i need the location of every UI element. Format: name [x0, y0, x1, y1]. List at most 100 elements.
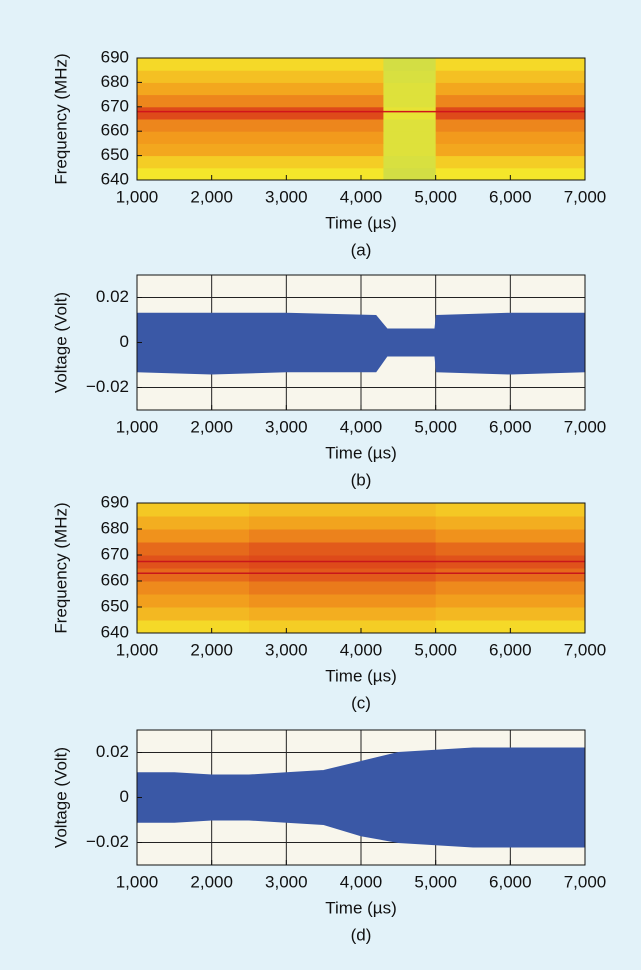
heat-cell	[435, 82, 586, 96]
heat-cell	[249, 529, 437, 543]
x-tick-label: 5,000	[414, 872, 457, 891]
y-tick-label: 670	[101, 96, 129, 115]
heat-cell	[435, 581, 586, 595]
y-tick-label: 660	[101, 570, 129, 589]
y-tick-label: 650	[101, 596, 129, 615]
heat-cell	[137, 58, 384, 71]
y-tick-label: 660	[101, 121, 129, 140]
x-tick-label: 7,000	[564, 640, 607, 659]
x-tick-label: 5,000	[414, 417, 457, 436]
heat-cell	[249, 542, 437, 556]
heat-cell	[137, 581, 250, 595]
heat-cell	[383, 143, 437, 157]
x-tick-label: 5,000	[414, 640, 457, 659]
heat-cell	[435, 594, 586, 608]
x-tick-label: 7,000	[564, 187, 607, 206]
heat-cell	[249, 620, 437, 634]
y-tick-label: 680	[101, 518, 129, 537]
y-tick-label: 640	[101, 169, 129, 188]
heat-cell	[137, 167, 384, 181]
x-tick-label: 6,000	[489, 417, 532, 436]
y-tick-label: 0.02	[96, 742, 129, 761]
heat-cell	[137, 568, 250, 582]
heat-cell	[383, 82, 437, 96]
heat-cell	[435, 70, 586, 83]
heat-cell	[383, 58, 437, 71]
heat-cell	[383, 70, 437, 83]
heat-cell	[435, 607, 586, 621]
heat-cell	[249, 594, 437, 608]
x-tick-label: 3,000	[265, 872, 308, 891]
heat-cell	[383, 119, 437, 132]
heat-cell	[249, 503, 437, 517]
x-tick-label: 1,000	[116, 872, 159, 891]
y-tick-label: 640	[101, 622, 129, 641]
heat-cell	[137, 155, 384, 169]
x-tick-label: 4,000	[340, 187, 383, 206]
waveform-envelope	[136, 342, 586, 375]
y-axis-label: Frequency (MHz)	[51, 502, 70, 633]
heat-cell	[137, 542, 250, 556]
heat-cell	[137, 131, 384, 144]
y-tick-label: 650	[101, 145, 129, 164]
heat-cell	[137, 620, 250, 634]
y-tick-label: 670	[101, 544, 129, 563]
x-tick-label: 4,000	[340, 872, 383, 891]
heat-cell	[137, 82, 384, 96]
heat-cell	[435, 143, 586, 157]
heat-cell	[137, 516, 250, 530]
x-axis-label: Time (µs)	[325, 443, 397, 462]
heat-cell	[383, 106, 437, 120]
x-axis-label: Time (µs)	[325, 898, 397, 917]
heat-cell	[249, 607, 437, 621]
heat-cell	[137, 94, 384, 108]
y-tick-label: 690	[101, 492, 129, 511]
heat-cell	[435, 131, 586, 144]
heat-cell	[435, 106, 586, 120]
heat-cell	[435, 529, 586, 543]
heat-cell	[137, 119, 384, 132]
heat-cell	[435, 568, 586, 582]
x-tick-label: 6,000	[489, 187, 532, 206]
heat-cell	[137, 607, 250, 621]
heat-cell	[435, 503, 586, 517]
heat-cell	[249, 568, 437, 582]
heat-cell	[383, 131, 437, 144]
x-tick-label: 1,000	[116, 640, 159, 659]
heat-cell	[137, 529, 250, 543]
waveform-envelope	[136, 312, 586, 343]
x-tick-label: 4,000	[340, 640, 383, 659]
heat-cell	[383, 155, 437, 169]
y-tick-label: 0	[120, 332, 129, 351]
x-tick-label: 2,000	[190, 187, 233, 206]
waveform-envelope	[136, 747, 586, 798]
caption: (b)	[351, 470, 372, 489]
heat-cell	[435, 516, 586, 530]
x-tick-label: 6,000	[489, 872, 532, 891]
heat-cell	[137, 594, 250, 608]
heat-cell	[435, 94, 586, 108]
x-tick-label: 3,000	[265, 417, 308, 436]
y-tick-label: −0.02	[86, 377, 129, 396]
heat-cell	[435, 620, 586, 634]
x-tick-label: 2,000	[190, 872, 233, 891]
x-tick-label: 2,000	[190, 640, 233, 659]
y-axis-label: Voltage (Volt)	[51, 747, 70, 848]
x-tick-label: 7,000	[564, 872, 607, 891]
y-tick-label: 690	[101, 47, 129, 66]
y-axis-label: Frequency (MHz)	[51, 53, 70, 184]
heat-cell	[435, 542, 586, 556]
y-tick-label: −0.02	[86, 832, 129, 851]
heat-cell	[383, 167, 437, 181]
x-tick-label: 3,000	[265, 187, 308, 206]
x-tick-label: 4,000	[340, 417, 383, 436]
x-tick-label: 1,000	[116, 187, 159, 206]
caption: (a)	[351, 240, 372, 259]
y-axis-label: Voltage (Volt)	[51, 292, 70, 393]
heat-cell	[137, 143, 384, 157]
heat-cell	[249, 516, 437, 530]
x-axis-label: Time (µs)	[325, 666, 397, 685]
waveform-envelope	[136, 797, 586, 848]
x-tick-label: 7,000	[564, 417, 607, 436]
